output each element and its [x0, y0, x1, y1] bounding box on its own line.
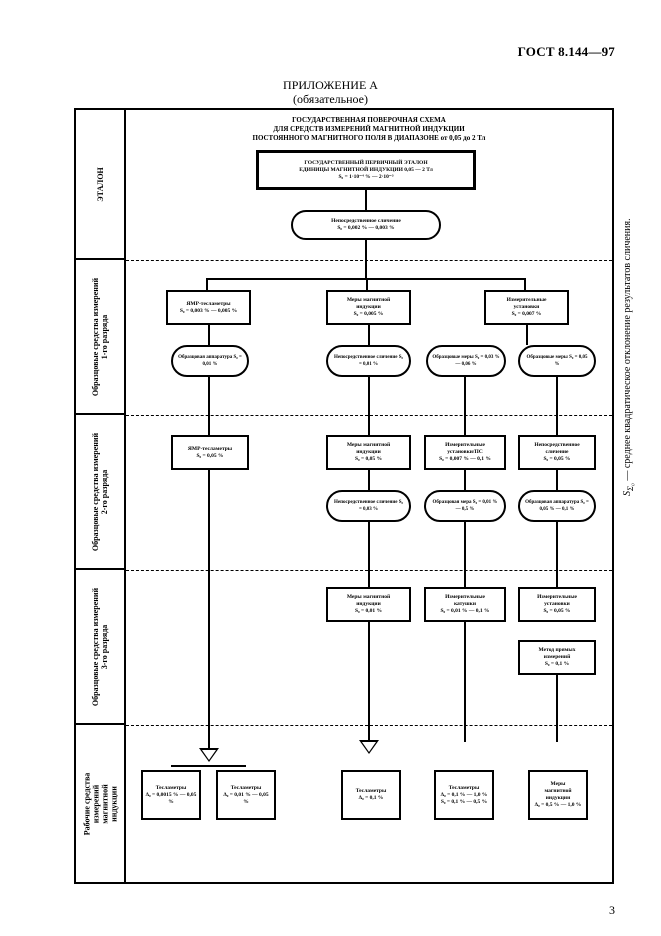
tri-2	[359, 740, 379, 754]
row-label-2: Образцовые средства измерений2-го разряд…	[91, 432, 109, 550]
row-label-1: Образцовые средства измерений1-го разряд…	[91, 277, 109, 395]
m3a: Непосредственное сличение S₀ = 0,03 %	[326, 490, 411, 522]
l2-c: Измерительныеустановки/ПСS₀ = 0,007 % — …	[424, 435, 506, 470]
appx-line1: ПРИЛОЖЕНИЕ А	[283, 78, 378, 92]
m2a: Образцовая аппаратура S₀ = 0,01 %	[171, 345, 249, 377]
l1-b: Меры магнитнойиндукцииS₀ = 0,005 %	[326, 290, 411, 325]
l2-d: НепосредственноесличениеS₀ = 0,05 %	[518, 435, 596, 470]
work-e: Мерымагнитной индукцииΔ₀ = 0,5 % — 1,0 %	[528, 770, 588, 820]
work-b: ТесламетрыΔ₀ = 0,01 % — 0,05 %	[216, 770, 276, 820]
l2-a: Меры магнитнойиндукцииS₀ = 0,05 %	[326, 435, 411, 470]
etalon-box: ГОСУДАРСТВЕННЫЙ ПЕРВИЧНЫЙ ЭТАЛОНЕДИНИЦЫ …	[256, 150, 476, 190]
l3-b: ИзмерительныекатушкиS₀ = 0,01 % — 0,1 %	[424, 587, 506, 622]
page: ГОСТ 8.144—97 ПРИЛОЖЕНИЕ А (обязательное…	[0, 0, 661, 936]
label-column: ЭТАЛОН Образцовые средства измерений1-го…	[76, 110, 126, 882]
method-direct-0: Непосредственное сличение S₀ = 0,002 % —…	[291, 210, 441, 240]
appx-line2: (обязательное)	[293, 92, 368, 106]
m3c: Образцовая аппаратура S₀ = 0,05 % — 0,1 …	[518, 490, 596, 522]
diagram-main: ГОСУДАРСТВЕННАЯ ПОВЕРОЧНАЯ СХЕМА ДЛЯ СРЕ…	[126, 110, 612, 882]
doc-ref: ГОСТ 8.144—97	[518, 44, 615, 60]
row-label-etalon: ЭТАЛОН	[95, 167, 104, 202]
appendix-title: ПРИЛОЖЕНИЕ А (обязательное)	[0, 78, 661, 106]
row-label-4: Рабочие средстваизмерениймагнитнойиндукц…	[82, 772, 118, 835]
l3-c: ИзмерительныеустановкиS₀ = 0,05 %	[518, 587, 596, 622]
work-c: ТесламетрыΔ₀ = 0,1 %	[341, 770, 401, 820]
m2d: Образцовые меры S₀ = 0,05 %	[518, 345, 596, 377]
l1-c: ИзмерительныеустановкиS₀ = 0,007 %	[484, 290, 569, 325]
work-a: ТесламетрыΔ₀ = 0,0015 % — 0,05 %	[141, 770, 201, 820]
l1-a: ЯМР-тесламетрыS₀ = 0,003 % — 0,005 %	[166, 290, 251, 325]
l2-b: ЯМР-тесламетрыS₀ = 0,05 %	[171, 435, 249, 470]
l3-a: Меры магнитнойиндукцииS₀ = 0,01 %	[326, 587, 411, 622]
l3-d: Метод прямыхизмеренийS₀ = 0,1 %	[518, 640, 596, 675]
work-d: ТесламетрыΔ₀ = 0,1 % — 1,0 % S₀ = 0,1 % …	[434, 770, 494, 820]
page-number: 3	[609, 903, 615, 918]
m3b: Образцовая мера S₀ = 0,01 % — 0,5 %	[424, 490, 506, 522]
diagram: ЭТАЛОН Образцовые средства измерений1-го…	[74, 108, 614, 884]
tri-1	[199, 748, 219, 762]
side-caption: SΣ₀ SΣ₀ — среднее квадратическое отклоне…	[622, 218, 635, 496]
m2c: Образцовые меры S₀ = 0,03 % — 0,06 %	[426, 345, 506, 377]
scheme-title: ГОСУДАРСТВЕННАЯ ПОВЕРОЧНАЯ СХЕМА ДЛЯ СРЕ…	[126, 116, 612, 143]
m2b: Непосредственное сличение S₀ = 0,01 %	[326, 345, 411, 377]
row-label-3: Образцовые средства измерений3-го разряд…	[91, 587, 109, 705]
